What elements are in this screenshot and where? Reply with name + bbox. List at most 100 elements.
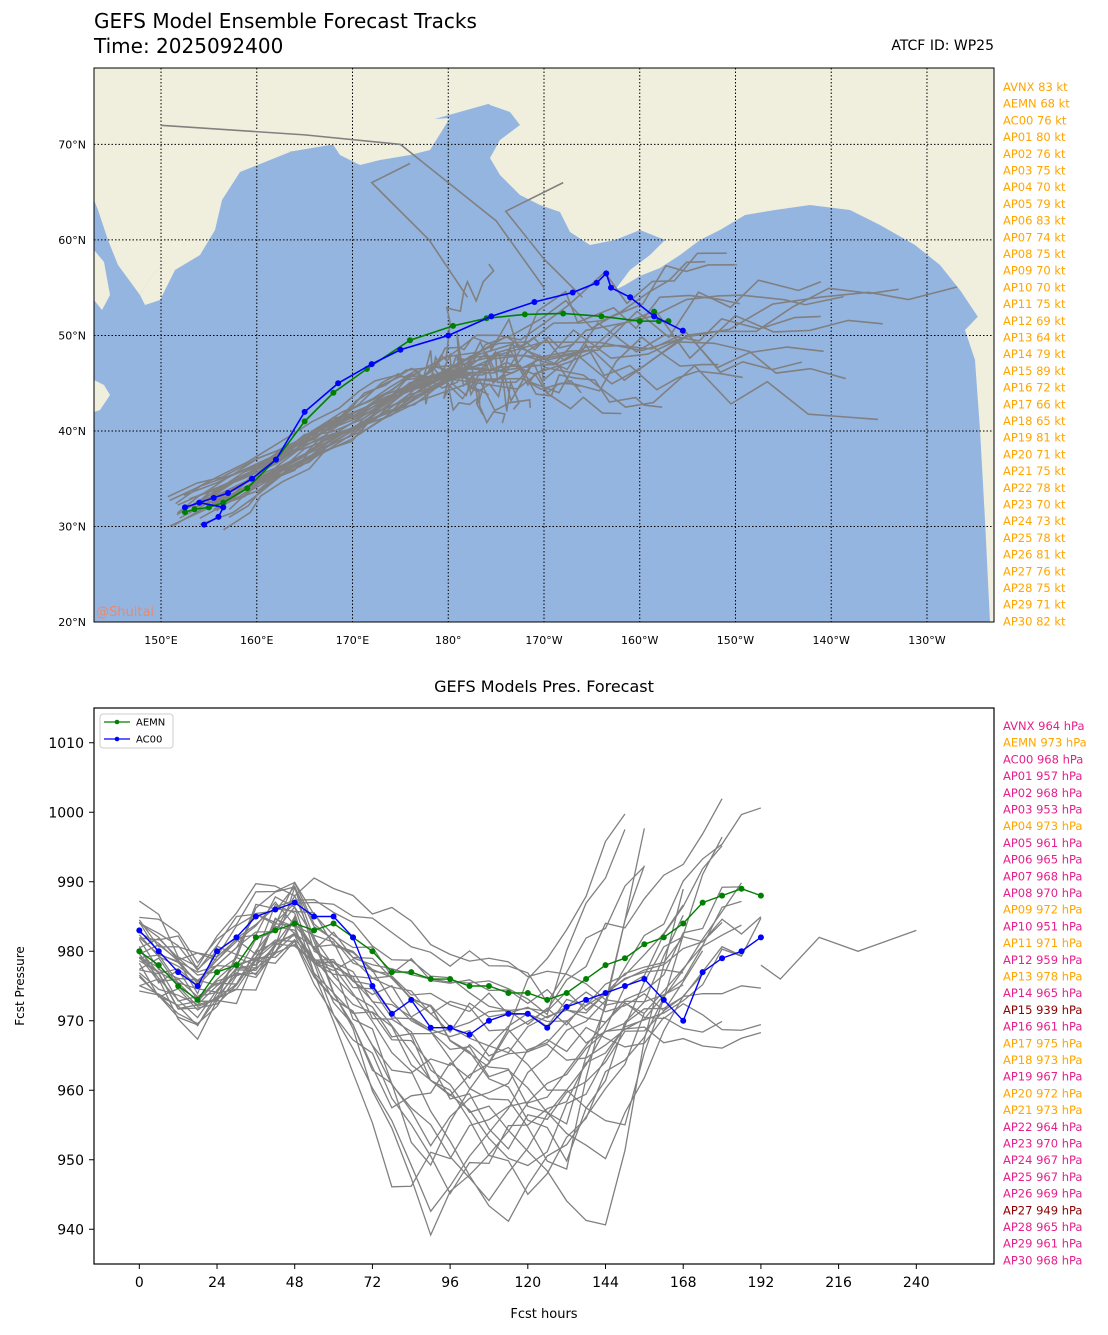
wind-label: AP21 75 kt — [1003, 464, 1066, 478]
track-point-ac00 — [445, 332, 452, 339]
pressure-ensemble-lines — [138, 798, 917, 1237]
track-point-ac00 — [210, 494, 217, 501]
track-point-ac00 — [248, 475, 255, 482]
wind-label: AP29 71 kt — [1003, 598, 1066, 612]
track-point-aemn — [191, 506, 198, 513]
lat-tick-label: 70°N — [58, 138, 86, 151]
pressure-label: AP14 965 hPa — [1003, 986, 1082, 1000]
ensemble-track — [216, 252, 727, 512]
pressure-point-aemn — [699, 899, 706, 906]
track-point-ac00 — [488, 313, 495, 320]
track-point-ac00 — [603, 270, 610, 277]
lat-tick-label: 40°N — [58, 425, 86, 438]
pressure-point-aemn — [388, 969, 395, 976]
wind-label: AP17 66 kt — [1003, 397, 1066, 411]
y-tick-label: 970 — [57, 1014, 84, 1030]
legend-aemn-label: AEMN — [136, 718, 165, 729]
pressure-point-aemn — [311, 927, 318, 934]
wind-label: AP24 73 kt — [1003, 514, 1066, 528]
wind-label: AP06 83 kt — [1003, 214, 1066, 228]
pressure-point-ac00 — [427, 1024, 434, 1031]
atcf-id: ATCF ID: WP25 — [891, 38, 994, 54]
wind-label: AP23 70 kt — [1003, 498, 1066, 512]
pressure-chart-title: GEFS Models Pres. Forecast — [434, 677, 654, 696]
pressure-point-ac00 — [563, 1003, 570, 1010]
highlight-tracks — [181, 270, 686, 528]
lat-tick-label: 50°N — [58, 329, 86, 342]
wind-label: AVNX 83 kt — [1003, 80, 1068, 94]
pressure-point-aemn — [136, 948, 143, 955]
pressure-point-aemn — [175, 983, 182, 989]
track-point-aemn — [406, 337, 413, 344]
ensemble-pressure-line — [138, 916, 762, 1109]
pressure-point-aemn — [330, 920, 337, 927]
x-tick-label: 240 — [903, 1275, 930, 1291]
track-point-ac00 — [181, 504, 188, 511]
x-tick-label: 168 — [670, 1275, 697, 1291]
pressure-point-ac00 — [349, 934, 356, 941]
pressure-point-ac00 — [757, 934, 764, 941]
land-chukotka — [330, 118, 450, 165]
ensemble-track — [504, 181, 583, 298]
pressure-label: AP11 971 hPa — [1003, 936, 1082, 950]
legend-ac00-label: AC00 — [136, 735, 162, 746]
pressure-label: AP07 968 hPa — [1003, 869, 1082, 883]
track-point-ac00 — [627, 294, 634, 301]
pressure-point-ac00 — [214, 948, 221, 955]
pressure-point-ac00 — [388, 1010, 395, 1017]
x-tick-label: 192 — [748, 1275, 775, 1291]
pressure-label: AP06 965 hPa — [1003, 853, 1082, 867]
pressure-point-aemn — [641, 941, 648, 948]
track-point-aemn — [598, 313, 605, 320]
ensemble-pressure-line — [138, 900, 742, 1223]
track-point-ac00 — [215, 513, 222, 520]
map-tick-labels: 150°E 160°E 170°E 180° 170°W 160°W 150°W 140°W 1… — [58, 138, 946, 647]
pressure-point-aemn — [233, 962, 240, 969]
ensemble-track — [160, 124, 545, 289]
ensemble-track — [191, 260, 706, 509]
pressure-point-aemn — [505, 989, 512, 996]
pressure-label: AP09 972 hPa — [1003, 903, 1082, 917]
pressure-point-aemn — [485, 983, 492, 989]
pressure-point-ac00 — [233, 934, 240, 941]
ensemble-pressure-line — [139, 886, 742, 1237]
pressure-plot-area — [93, 707, 995, 1265]
pressure-label: AP22 964 hPa — [1003, 1120, 1082, 1134]
pressure-label: AC00 968 hPa — [1003, 752, 1083, 766]
pressure-point-aemn — [660, 934, 667, 941]
y-tick-label: 940 — [57, 1222, 84, 1238]
y-tick-label: 950 — [57, 1153, 84, 1169]
track-point-aemn — [220, 499, 227, 506]
pressure-point-ac00 — [719, 955, 726, 962]
pressure-label: AP05 961 hPa — [1003, 836, 1082, 850]
pressure-label: AP27 949 hPa — [1003, 1203, 1082, 1217]
wind-label: AP16 72 kt — [1003, 381, 1066, 395]
ensemble-pressure-line — [139, 828, 645, 1170]
pressure-point-aemn — [252, 934, 259, 941]
land-russia-far-east — [94, 68, 660, 295]
y-tick-label: 980 — [57, 944, 84, 960]
x-tick-label: 48 — [286, 1275, 304, 1291]
legend-aemn-marker — [114, 719, 120, 725]
pressure-label: AP10 951 hPa — [1003, 919, 1082, 933]
track-point-aemn — [205, 504, 212, 511]
legend-ac00-marker — [114, 736, 120, 742]
pressure-label: AP01 957 hPa — [1003, 769, 1082, 783]
ensemble-pressure-line — [139, 865, 645, 1004]
pressure-label: AP19 967 hPa — [1003, 1070, 1082, 1084]
track-point-ac00 — [531, 299, 538, 306]
ensemble-pressure-line — [139, 939, 723, 1074]
pressure-label: AP04 973 hPa — [1003, 819, 1082, 833]
track-point-ac00 — [569, 289, 576, 296]
pressure-point-ac00 — [524, 1010, 531, 1017]
ensemble-pressure-line — [138, 829, 626, 1016]
pressure-label: AP23 970 hPa — [1003, 1137, 1082, 1151]
pressure-label: AP02 968 hPa — [1003, 786, 1082, 800]
pressure-label: AEMN 973 hPa — [1003, 736, 1087, 750]
wind-label: AP19 81 kt — [1003, 431, 1066, 445]
wind-label: AP27 76 kt — [1003, 564, 1066, 578]
lat-tick-label: 30°N — [58, 520, 86, 533]
ensemble-pressure-line — [138, 877, 762, 1031]
pressure-point-aemn — [427, 976, 434, 983]
x-tick-label: 216 — [825, 1275, 852, 1291]
